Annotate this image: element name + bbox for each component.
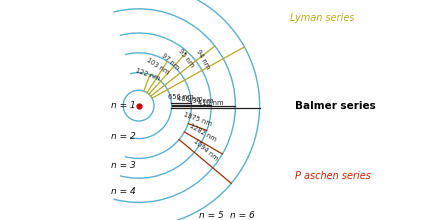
Text: n = 5: n = 5: [199, 211, 224, 220]
Text: n = 1: n = 1: [111, 101, 136, 110]
Text: 1094 nm: 1094 nm: [192, 138, 218, 161]
Text: P aschen series: P aschen series: [295, 171, 370, 181]
Text: Lyman series: Lyman series: [290, 13, 355, 23]
Text: n = 3: n = 3: [111, 161, 136, 169]
Text: n = 6: n = 6: [230, 211, 254, 220]
Text: 656 nm: 656 nm: [168, 94, 193, 100]
Text: 95 nm: 95 nm: [177, 48, 195, 69]
Text: 94 nm: 94 nm: [195, 48, 211, 70]
Text: 486 nm: 486 nm: [176, 96, 202, 102]
Text: 103 nm: 103 nm: [146, 57, 170, 75]
Text: 1875 nm: 1875 nm: [183, 111, 213, 127]
Text: 97 nm: 97 nm: [160, 52, 180, 71]
Text: 410 nm: 410 nm: [198, 100, 224, 106]
Text: 434 nm: 434 nm: [187, 98, 213, 104]
Text: n = 4: n = 4: [111, 187, 136, 196]
Text: Balmer series: Balmer series: [295, 101, 376, 111]
Text: 122 nm: 122 nm: [134, 68, 160, 82]
Text: 1282 nm: 1282 nm: [189, 123, 218, 143]
Text: n = 2: n = 2: [111, 132, 136, 141]
